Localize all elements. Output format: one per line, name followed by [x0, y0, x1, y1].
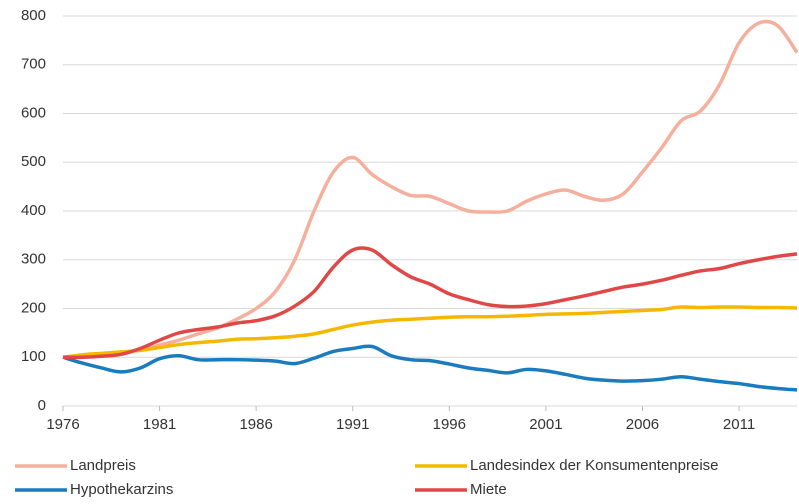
series-line — [62, 344, 798, 392]
y-tick-label: 600 — [21, 104, 46, 121]
x-tick-label: 1976 — [46, 416, 79, 433]
x-tick-label: 1991 — [336, 416, 369, 433]
series-line — [62, 19, 799, 359]
x-tick-label: 1981 — [143, 416, 176, 433]
y-tick-label: 800 — [21, 7, 46, 24]
legend-label: Landesindex der Konsumentenpreise — [470, 457, 719, 474]
y-tick-label: 700 — [21, 56, 46, 73]
legend-label: Landpreis — [70, 457, 136, 474]
y-tick-label: 200 — [21, 299, 46, 316]
series-line — [62, 246, 798, 360]
x-tick-label: 1986 — [239, 416, 272, 433]
y-tick-label: 300 — [21, 251, 46, 268]
x-tick-label: 2011 — [723, 416, 755, 433]
y-tick-label: 400 — [21, 202, 46, 219]
x-tick-label: 2006 — [626, 416, 659, 433]
x-tick-label: 2001 — [529, 416, 562, 433]
y-tick-label: 0 — [38, 397, 46, 414]
series-line — [62, 305, 798, 359]
legend-label: Miete — [470, 481, 507, 498]
y-tick-label: 100 — [21, 348, 46, 365]
y-tick-label: 500 — [21, 153, 46, 170]
legend-label: Hypothekarzins — [70, 481, 173, 498]
x-tick-label: 1996 — [433, 416, 466, 433]
